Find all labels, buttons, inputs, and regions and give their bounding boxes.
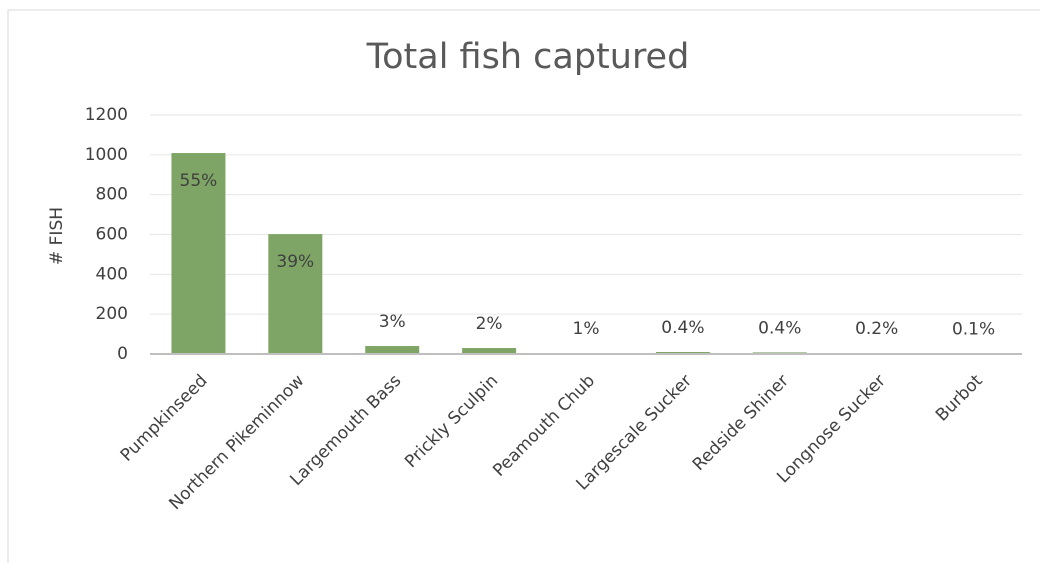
data-label: 55% — [180, 171, 218, 191]
y-tick-label: 800 — [96, 185, 128, 205]
data-label: 0.1% — [952, 320, 995, 340]
data-label: 1% — [573, 319, 600, 339]
bar — [462, 348, 517, 354]
bar — [365, 346, 420, 354]
data-label: 0.4% — [661, 318, 704, 338]
chart-title: Total fish captured — [366, 37, 690, 77]
y-tick-label: 1200 — [85, 105, 128, 125]
data-label: 39% — [276, 252, 314, 272]
chart-frame — [7, 9, 1040, 563]
bar — [268, 234, 323, 354]
y-tick-label: 0 — [117, 344, 128, 364]
data-label: 0.2% — [855, 319, 898, 339]
y-tick-label: 600 — [96, 225, 128, 245]
y-tick-label: 200 — [96, 304, 128, 324]
y-tick-label: 1000 — [85, 145, 128, 165]
data-label: 3% — [379, 312, 406, 332]
y-axis-label: # FISH — [47, 207, 67, 265]
bar — [171, 153, 226, 354]
data-label: 0.4% — [758, 318, 801, 338]
y-tick-label: 400 — [96, 264, 128, 284]
data-label: 2% — [476, 314, 503, 334]
